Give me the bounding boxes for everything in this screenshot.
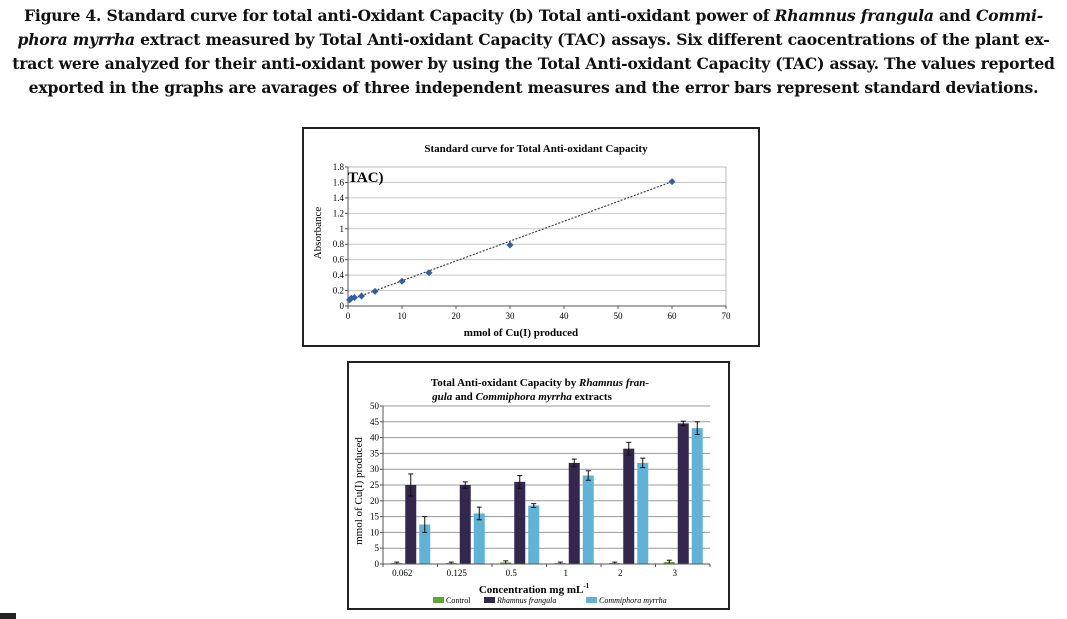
chart2-x-tick-label: 0.062 [392, 568, 412, 578]
chart2-y-tick-label: 40 [370, 433, 380, 443]
chart1-ylabel: Absorbance [312, 207, 324, 260]
chart2-bar [405, 485, 417, 564]
caption-text-2: and [933, 6, 976, 25]
chart2-bar [623, 448, 635, 564]
caption-species-1: Rhamnus frangula [774, 6, 934, 25]
chart1-data-point [398, 277, 406, 285]
chart2-bar [637, 462, 649, 564]
chart1-y-tick-label: 1.6 [333, 177, 345, 187]
chart1-x-tick-label: 0 [346, 311, 351, 321]
chart2-bar [582, 475, 594, 564]
chart2-x-tick-label: 3 [673, 568, 678, 578]
chart1-data-point [371, 287, 379, 295]
chart1-y-tick-label: 0.8 [333, 239, 345, 249]
chart2-y-tick-label: 0 [375, 559, 380, 569]
chart2-bar [691, 428, 703, 564]
chart1-y-tick-label: 1.4 [333, 193, 345, 203]
chart2-title-line1: Total Anti-oxidant Capacity by Rhamnus f… [431, 377, 649, 389]
chart1-plot-area [347, 166, 727, 307]
chart2-bar [419, 524, 431, 564]
chart1-x-tick-label: 70 [722, 311, 732, 321]
chart2-bar [677, 423, 689, 564]
chart2-legend-label: Rhamnus frangula [496, 596, 556, 605]
chart1-data-point [350, 294, 358, 302]
chart1-x-tick-label: 30 [506, 311, 516, 321]
chart2-y-tick-label: 30 [370, 464, 380, 474]
chart2-bar [473, 513, 485, 564]
figure-caption: Figure 4. Standard curve for total anti-… [6, 4, 1061, 100]
caption-text-1: Figure 4. Standard curve for total anti-… [24, 6, 775, 25]
chart1-data-point [668, 178, 676, 186]
chart2-x-tick-label: 1 [564, 568, 569, 578]
chart2-bar [459, 485, 471, 564]
chart1-x-tick-label: 50 [614, 311, 624, 321]
chart1-y-tick-label: 0 [340, 301, 345, 311]
chart2-legend-swatch [586, 597, 597, 603]
chart2-legend-swatch [433, 597, 444, 603]
chart2-y-tick-label: 45 [370, 417, 380, 427]
chart2-x-tick-label: 2 [618, 568, 623, 578]
caption-text-3: extract measured by Total Anti-oxidant C… [12, 30, 1055, 97]
chart1-x-tick-label: 10 [398, 311, 408, 321]
chart1-y-tick-label: 1.2 [333, 208, 344, 218]
chart2-title-line2: gula and Commiphora myrrha extracts [431, 391, 612, 403]
chart2-legend-swatch [484, 597, 495, 603]
chart2-legend-label: Control [446, 596, 471, 605]
chart1-data-point [425, 269, 433, 277]
chart2-y-tick-label: 10 [370, 527, 380, 537]
chart1-data-point [506, 241, 514, 249]
chart1-inset-label: TAC) [348, 170, 384, 186]
page-corner-mark [0, 613, 16, 619]
chart2-xlabel: Concentration mg mL-1 [479, 582, 590, 596]
chart1-y-tick-label: 0.2 [333, 286, 344, 296]
chart2-y-tick-label: 15 [370, 512, 380, 522]
chart2-ylabel: mmol of Cu(I) produced [353, 437, 365, 545]
standard-curve-svg: Standard curve for Total Anti-oxidant Ca… [312, 143, 732, 339]
chart2-bar [568, 462, 580, 564]
chart1-x-tick-label: 40 [560, 311, 570, 321]
standard-curve-chart: Standard curve for Total Anti-oxidant Ca… [302, 127, 760, 347]
chart2-legend-label: Commiphora myrrha [599, 596, 667, 605]
chart1-y-tick-label: 1 [340, 224, 345, 234]
chart2-y-tick-label: 25 [370, 480, 380, 490]
chart1-y-tick-label: 0.6 [333, 255, 345, 265]
chart2-bar [528, 505, 540, 564]
chart2-y-tick-label: 50 [370, 401, 380, 411]
chart2-y-tick-label: 5 [375, 543, 380, 553]
antioxidant-bar-svg: Total Anti-oxidant Capacity by Rhamnus f… [353, 377, 711, 605]
chart2-bar [514, 481, 526, 564]
chart1-x-tick-label: 20 [452, 311, 462, 321]
chart1-xlabel: mmol of Cu(I) produced [464, 327, 578, 339]
chart1-data-point [358, 292, 365, 300]
chart1-y-tick-label: 0.4 [333, 270, 345, 280]
caption-species-2: Commi- phora myrrha [17, 6, 1044, 49]
chart2-y-tick-label: 20 [370, 496, 380, 506]
chart1-title: Standard curve for Total Anti-oxidant Ca… [424, 143, 648, 155]
chart1-trendline [347, 181, 673, 302]
chart1-x-tick-label: 60 [668, 311, 678, 321]
chart2-y-tick-label: 35 [370, 448, 380, 458]
antioxidant-bar-chart: Total Anti-oxidant Capacity by Rhamnus f… [347, 361, 730, 610]
chart1-y-tick-label: 1.8 [333, 162, 345, 172]
chart2-x-tick-label: 0.5 [506, 568, 518, 578]
chart2-x-tick-label: 0.125 [447, 568, 468, 578]
